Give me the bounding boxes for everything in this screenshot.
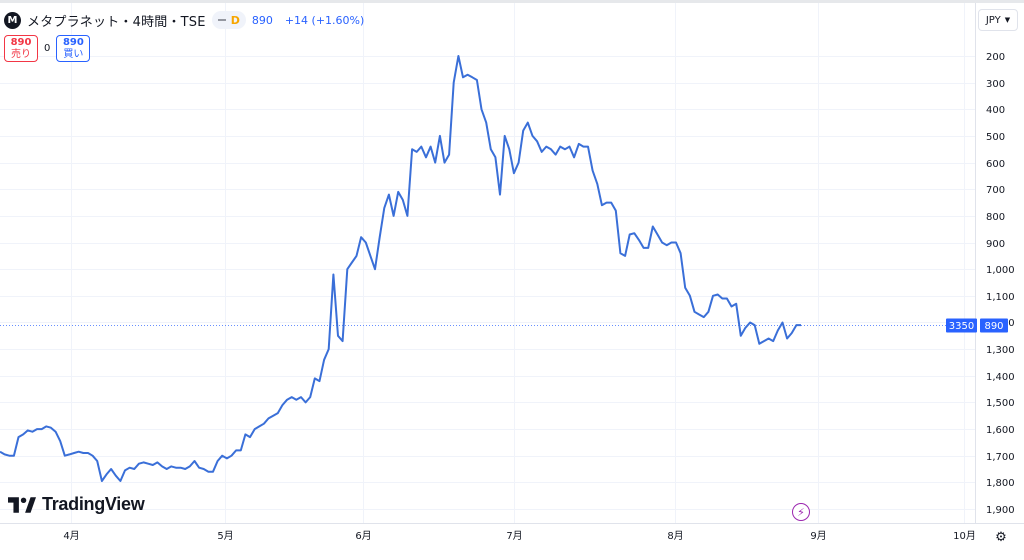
- y-tick-label: 900: [986, 239, 1005, 250]
- x-tick-label: 4月: [63, 530, 79, 542]
- y-tick-label: 200: [986, 52, 1005, 63]
- time-scale[interactable]: 4月 5月 6月 7月 8月 9月 10月: [63, 530, 976, 542]
- y-tick-label: 1,900: [986, 505, 1015, 516]
- currency-value: JPY: [985, 14, 1001, 26]
- minus-icon: [217, 19, 226, 21]
- data-source-badge: D: [230, 13, 240, 27]
- y-tick-label: 1,700: [986, 452, 1015, 463]
- x-tick-label: 5月: [217, 530, 233, 542]
- y-tick-label: 300: [986, 79, 1005, 90]
- y-tick-label: 1,500: [986, 398, 1015, 409]
- sell-price: 890: [10, 36, 32, 48]
- price-change: +14 (+1.60%): [284, 13, 365, 27]
- y-tick-label: 1,100: [986, 292, 1015, 303]
- currency-selector[interactable]: JPY ▼: [978, 9, 1018, 31]
- y-tick-label: 1,400: [986, 372, 1015, 383]
- buy-button[interactable]: 890 買い: [56, 35, 91, 62]
- last-price-label: 890: [980, 318, 1008, 333]
- chevron-down-icon: ▼: [1004, 16, 1011, 24]
- y-tick-label: 400: [986, 105, 1005, 116]
- symbol-title[interactable]: メタプラネット・4時間・TSE: [27, 14, 206, 30]
- top-border: [0, 0, 1024, 3]
- buy-label: 買い: [63, 48, 84, 60]
- sell-button[interactable]: 890 売り: [4, 35, 38, 62]
- last-price-text: 890: [984, 321, 1003, 332]
- last-price: 890: [251, 13, 273, 27]
- data-source-pill[interactable]: D: [211, 11, 246, 29]
- countdown-label: 3350: [946, 318, 977, 333]
- symbol-legend[interactable]: M メタプラネット・4時間・TSE D 890 +14 (+1.60%): [4, 9, 364, 31]
- x-tick-label: 7月: [506, 530, 522, 542]
- symbol-logo: M: [4, 11, 21, 29]
- chart-grid: [0, 3, 975, 523]
- y-tick-label: 1,600: [986, 425, 1015, 436]
- trade-buttons: 890 売り 0 890 買い: [4, 35, 91, 62]
- lightning-icon[interactable]: ⚡︎: [792, 503, 810, 521]
- tradingview-logo-text: TradingView: [42, 494, 145, 514]
- countdown-text: 3350: [949, 321, 974, 332]
- x-tick-label: 10月: [953, 530, 976, 542]
- buy-price: 890: [62, 36, 84, 48]
- spread-value: 0: [44, 43, 51, 54]
- x-tick-label: 9月: [810, 530, 826, 542]
- tradingview-mark-icon: [8, 496, 36, 513]
- y-tick-label: 700: [986, 185, 1005, 196]
- y-tick-label: 1,300: [986, 345, 1015, 356]
- tradingview-logo: TradingView: [8, 494, 145, 515]
- y-tick-label: 800: [986, 212, 1005, 223]
- y-tick-label: 1,000: [986, 265, 1015, 276]
- x-tick-label: 8月: [667, 530, 683, 542]
- price-series-line: [0, 55, 801, 482]
- y-tick-label: 600: [986, 159, 1005, 170]
- y-tick-label: 1,800: [986, 478, 1015, 489]
- gear-icon[interactable]: ⚙︎: [995, 529, 1007, 545]
- y-tick-label: 500: [986, 132, 1005, 143]
- price-scale[interactable]: 1,9001,8001,7001,6001,5001,4001,3001,200…: [986, 52, 1015, 516]
- x-tick-label: 6月: [355, 530, 371, 542]
- sell-label: 売り: [11, 48, 31, 60]
